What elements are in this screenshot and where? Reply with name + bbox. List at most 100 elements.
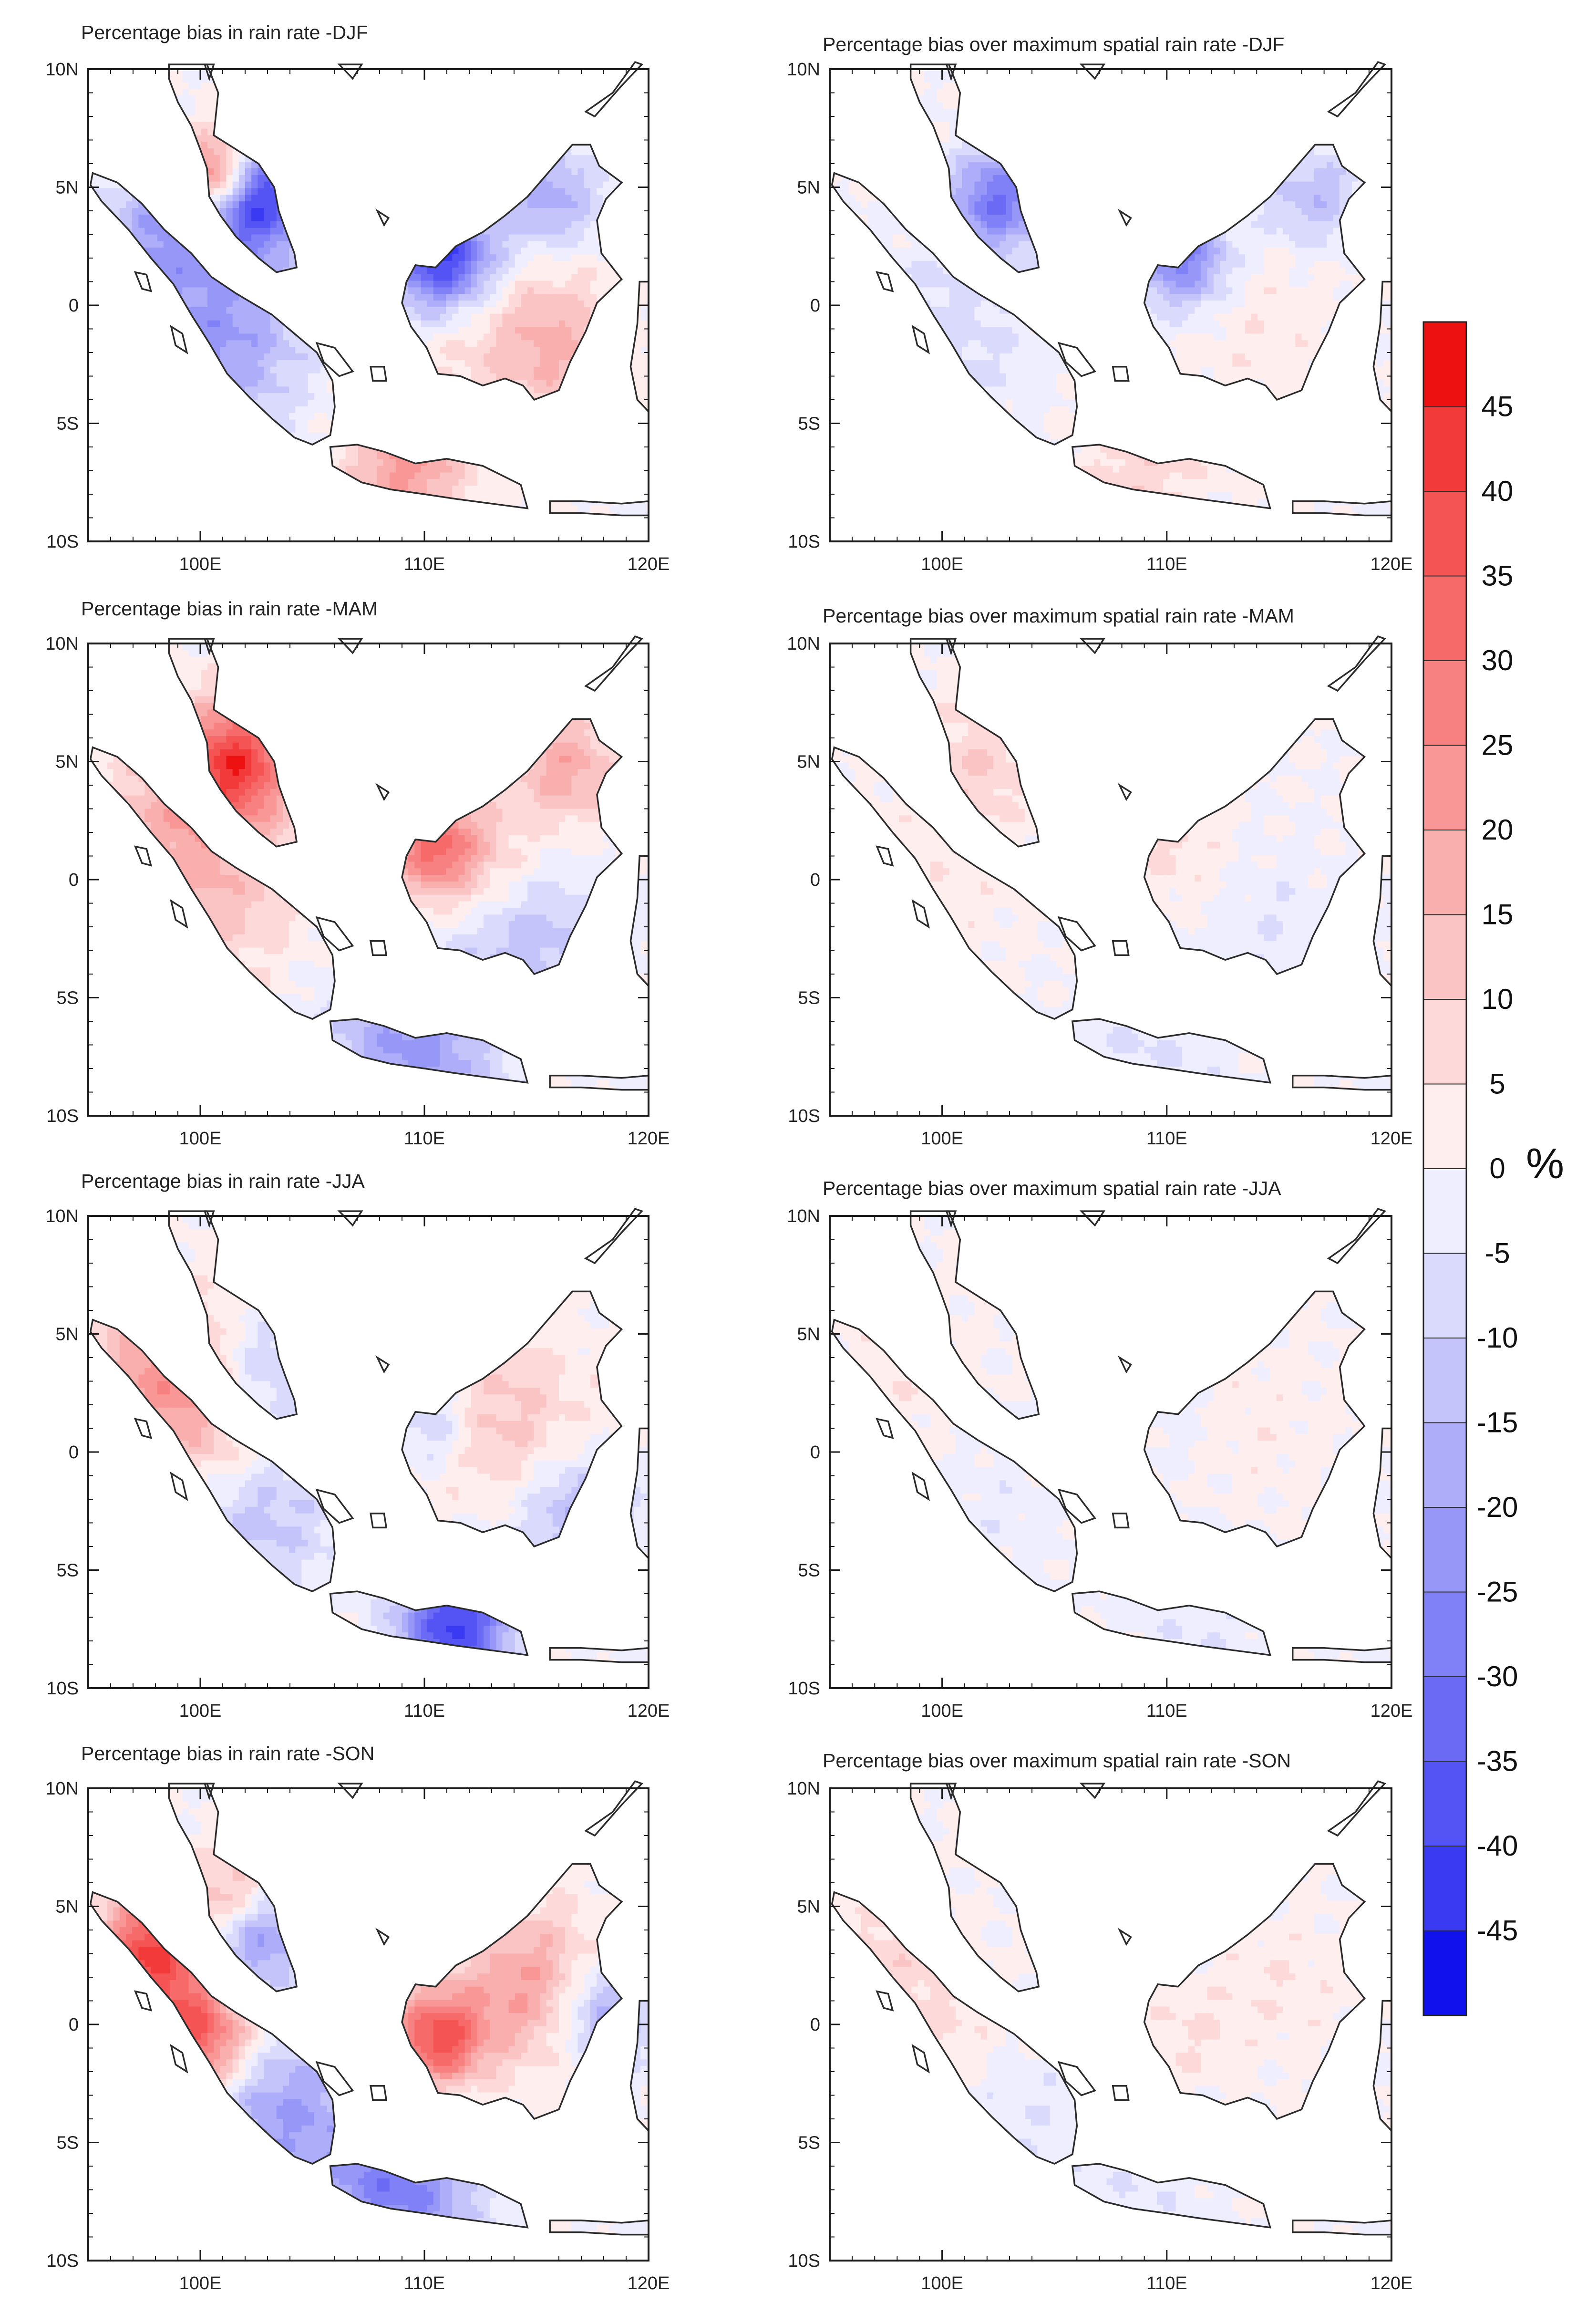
colorbar-swatch xyxy=(1423,406,1466,492)
coastline-java xyxy=(329,444,529,509)
coastline-borneo xyxy=(1143,1290,1366,1548)
lon-tick-label: 100E xyxy=(921,1129,963,1149)
coastline-java xyxy=(1071,2163,1272,2229)
colorbar-label: -25 xyxy=(1477,1576,1518,1608)
colorbar-swatch xyxy=(1423,999,1466,1085)
lon-tick-label: 100E xyxy=(921,1701,963,1721)
coastline-belitung xyxy=(370,365,388,382)
colorbar-swatch xyxy=(1423,914,1466,1000)
coastline-thai xyxy=(204,638,215,656)
colorbar-swatch xyxy=(1423,1253,1466,1338)
coastline-borneo xyxy=(1143,718,1366,975)
lon-tick-label: 100E xyxy=(179,1701,222,1721)
coastline-sumatra xyxy=(89,746,336,1020)
coastline-nias xyxy=(134,271,153,292)
coastline-vietnam xyxy=(1079,638,1106,654)
colorbar-label: 40 xyxy=(1482,475,1514,507)
coastline-natuna xyxy=(1117,783,1132,801)
coastline-natuna xyxy=(375,208,390,227)
coastline-bangka xyxy=(1057,2061,1096,2096)
coastline-belitung xyxy=(370,940,388,956)
coastline-sumatra xyxy=(89,1891,336,2165)
lon-tick-label: 120E xyxy=(628,1701,670,1721)
lat-tick-label: 5S xyxy=(57,2133,79,2153)
lat-tick-label: 5S xyxy=(57,1561,79,1581)
lon-tick-label: 100E xyxy=(179,554,222,574)
coastline-thai xyxy=(204,1210,215,1228)
coastline-natuna xyxy=(375,1355,390,1374)
bias-field xyxy=(90,643,649,1090)
coastline-mentawai xyxy=(170,324,188,354)
lat-tick-label: 0 xyxy=(810,2015,820,2035)
lon-tick-label: 110E xyxy=(1146,1129,1187,1149)
lon-tick-label: 110E xyxy=(404,1129,445,1149)
colorbar-label: 15 xyxy=(1482,899,1514,931)
coastline-sumatra xyxy=(831,1891,1078,2165)
coastline-palawan xyxy=(1327,635,1387,692)
lat-tick-label: 10N xyxy=(45,1779,79,1799)
lon-tick-label: 120E xyxy=(1371,1129,1413,1149)
lat-tick-label: 5N xyxy=(55,1325,79,1345)
coastline-java xyxy=(329,1590,529,1656)
coastline-borneo xyxy=(401,144,623,401)
coastline-belitung xyxy=(1112,365,1130,382)
coastline-thai xyxy=(945,63,957,82)
lat-tick-label: 10S xyxy=(46,2251,79,2271)
colorbar-label: -45 xyxy=(1477,1915,1518,1947)
coastline-bangka xyxy=(315,2061,354,2096)
coastline-mentawai xyxy=(170,2044,188,2074)
coastline-palawan xyxy=(584,1208,644,1265)
coastline-malay xyxy=(909,638,1040,848)
coastline-palawan xyxy=(1327,61,1387,118)
coastline-nias xyxy=(876,1990,894,2012)
lon-tick-label: 110E xyxy=(1146,554,1187,574)
panel-title: Percentage bias over maximum spatial rai… xyxy=(823,1750,1291,1772)
colorbar-swatch xyxy=(1423,1677,1466,1762)
lat-tick-label: 0 xyxy=(810,1442,820,1463)
lat-tick-label: 10N xyxy=(45,60,79,80)
coastline-vietnam xyxy=(1079,1783,1106,1799)
coastline-belitung xyxy=(370,2085,388,2101)
lat-tick-label: 5N xyxy=(55,752,79,772)
coastline-vietnam xyxy=(337,1783,363,1799)
coastline-java xyxy=(329,2163,529,2229)
coastline-vietnam xyxy=(1079,1210,1106,1227)
colorbar-label: -15 xyxy=(1477,1407,1518,1439)
coastline-natuna xyxy=(375,1928,390,1946)
colorbar-label: 10 xyxy=(1482,983,1514,1015)
coastline-mentawai xyxy=(911,899,930,929)
coastline-malay xyxy=(168,1783,298,1992)
colorbar-label: -30 xyxy=(1477,1660,1518,1692)
coastline-java xyxy=(1071,1018,1272,1084)
colorbar-label: 30 xyxy=(1482,644,1514,676)
lon-tick-label: 110E xyxy=(404,1701,445,1721)
lat-tick-label: 0 xyxy=(810,296,820,316)
lat-tick-label: 5N xyxy=(797,752,820,772)
colorbar-label: -5 xyxy=(1484,1237,1510,1269)
coastline-malay xyxy=(909,1210,1040,1420)
coastline-borneo xyxy=(401,1863,623,2120)
coastline-sumatra xyxy=(831,746,1078,1020)
coastline-palawan xyxy=(584,635,644,692)
lat-tick-label: 5S xyxy=(57,988,79,1008)
coastline-java xyxy=(329,1018,529,1084)
lon-tick-label: 110E xyxy=(1146,2273,1187,2293)
coastline-nias xyxy=(134,1418,153,1439)
colorbar-label: 25 xyxy=(1482,729,1514,761)
coastline-bangka xyxy=(1057,1488,1096,1524)
coastline-bangka xyxy=(315,342,354,377)
colorbar: 45 40 35 30 25 20 15 10 5 0 -5 -10 -15 -20 -25 -30 -35 -4… xyxy=(1422,321,1564,2016)
coastline-borneo xyxy=(401,718,623,975)
lon-tick-label: 120E xyxy=(628,1129,670,1149)
colorbar-swatch xyxy=(1423,745,1466,830)
lat-tick-label: 10N xyxy=(45,634,79,654)
colorbar-label: 45 xyxy=(1482,391,1514,423)
map-panel-son-maxbias: Percentage bias over maximum spatial rai… xyxy=(787,1750,1412,2293)
map-panel-djf-maxbias: Percentage bias over maximum spatial rai… xyxy=(787,33,1412,574)
lat-tick-label: 5N xyxy=(797,178,820,198)
lon-tick-label: 110E xyxy=(404,554,445,574)
colorbar-swatch xyxy=(1423,1507,1466,1593)
